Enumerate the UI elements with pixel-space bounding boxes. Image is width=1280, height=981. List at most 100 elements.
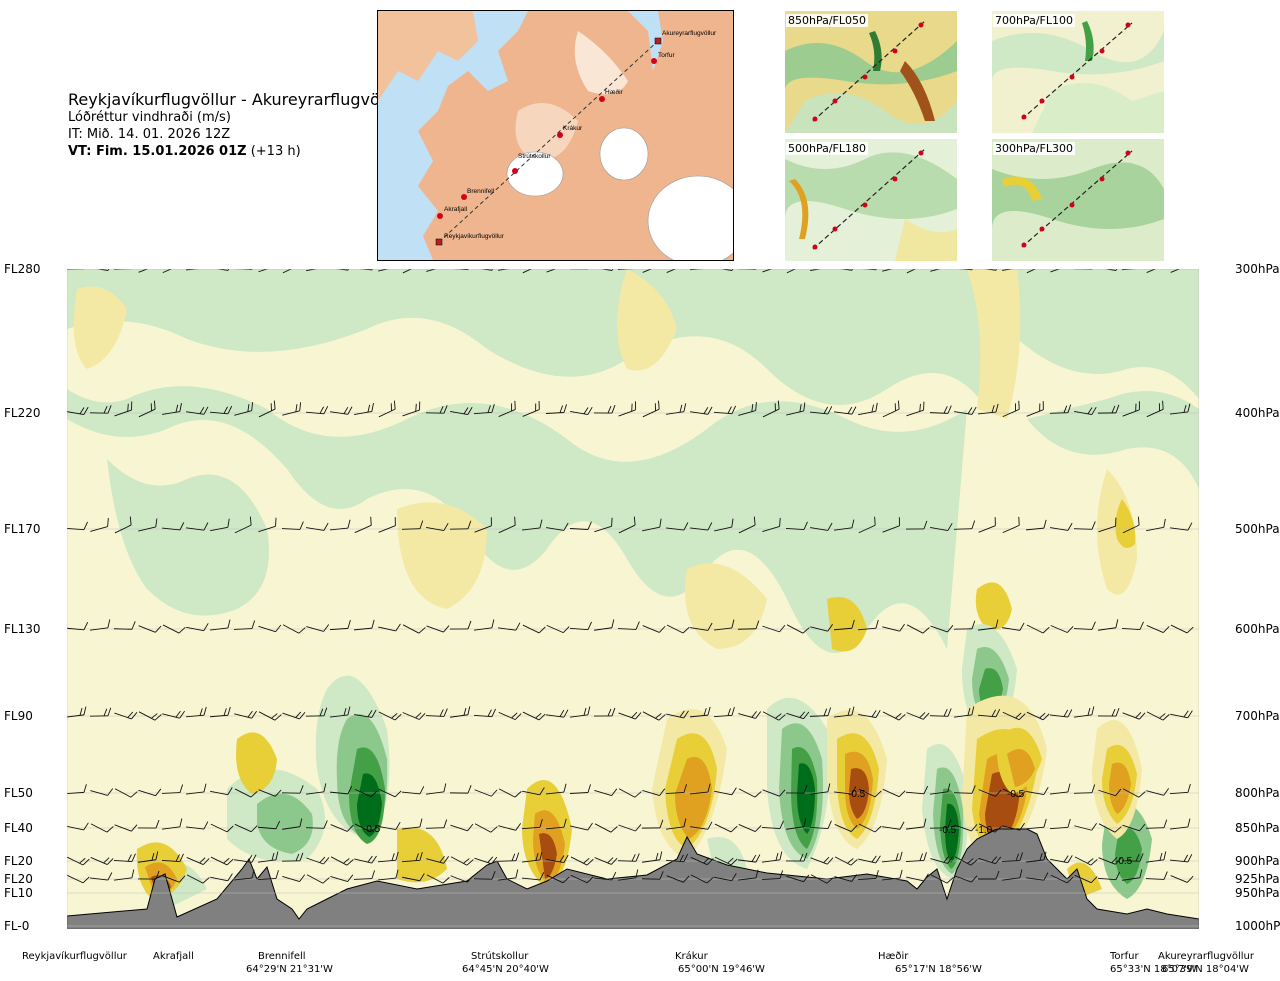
wind-barb bbox=[1097, 404, 1120, 414]
wind-barb bbox=[810, 874, 834, 884]
wind-barb bbox=[282, 874, 306, 882]
wind-barb bbox=[570, 822, 593, 831]
wind-barb bbox=[137, 819, 160, 829]
wind-barb bbox=[665, 853, 689, 863]
wind-barb bbox=[786, 624, 810, 634]
wind-barb bbox=[978, 789, 1002, 797]
wind-barb bbox=[473, 708, 496, 718]
wind-barb bbox=[1050, 783, 1071, 795]
wind-barb bbox=[882, 400, 900, 418]
wind-barb bbox=[354, 516, 372, 534]
contour-label: -0.5 bbox=[1115, 856, 1133, 867]
wind-barb bbox=[1025, 818, 1047, 830]
wind-barb bbox=[137, 870, 160, 880]
wind-barb bbox=[1121, 621, 1144, 631]
wind-barb bbox=[450, 856, 474, 866]
wind-barb bbox=[1049, 818, 1071, 830]
wind-barb bbox=[1002, 400, 1020, 418]
wind-barb bbox=[281, 521, 304, 530]
wind-barb bbox=[1026, 711, 1050, 721]
wind-barb bbox=[425, 405, 448, 414]
wind-barb bbox=[569, 621, 592, 631]
mini-map-300: 300hPa/FL300 bbox=[992, 139, 1164, 261]
wind-barb bbox=[330, 519, 351, 531]
location-label: Akureyrarflugvöllur bbox=[1158, 951, 1255, 962]
wind-barb bbox=[762, 851, 783, 863]
wind-barb bbox=[690, 783, 711, 795]
valid-time-offset: (+13 h) bbox=[246, 144, 301, 159]
wind-barb bbox=[761, 870, 784, 880]
flight-level-label: FL220 bbox=[4, 406, 41, 420]
wind-barb bbox=[738, 516, 756, 534]
pressure-level-label: 600hPa bbox=[1235, 622, 1280, 636]
wind-barb bbox=[738, 854, 761, 863]
wind-barb bbox=[402, 818, 423, 830]
wind-barb bbox=[810, 269, 828, 271]
wind-barb bbox=[714, 823, 738, 833]
location-coord: 65°00'N 19°46'W bbox=[678, 964, 765, 975]
wind-barb bbox=[618, 516, 636, 534]
wind-barb bbox=[785, 852, 808, 862]
wind-barb bbox=[714, 269, 737, 271]
wind-barb bbox=[497, 852, 520, 862]
wind-barb bbox=[546, 624, 570, 634]
wind-barb bbox=[857, 870, 879, 881]
wind-barb bbox=[186, 269, 204, 271]
wind-barb bbox=[354, 709, 377, 718]
wind-barb bbox=[1146, 518, 1166, 532]
wind-barb bbox=[498, 823, 522, 831]
wind-barb bbox=[929, 405, 952, 414]
wind-barb bbox=[522, 872, 545, 881]
wind-barb bbox=[666, 710, 689, 719]
valid-time: VT: Fim. 15.01.2026 01Z (+13 h) bbox=[68, 144, 301, 159]
wind-barb bbox=[1002, 269, 1020, 271]
wind-barb bbox=[114, 711, 138, 720]
wind-barb bbox=[1170, 522, 1193, 531]
wind-barb bbox=[762, 624, 786, 633]
wind-barb bbox=[737, 620, 760, 630]
wind-barb bbox=[1025, 519, 1047, 531]
wind-barb bbox=[378, 517, 396, 533]
wind-barb bbox=[978, 823, 1002, 833]
wind-barb bbox=[545, 818, 567, 830]
wind-barb bbox=[810, 623, 833, 632]
wind-barb bbox=[570, 856, 594, 866]
location-coord: 64°45'N 20°40'W bbox=[462, 964, 549, 975]
wind-barb bbox=[1146, 400, 1164, 418]
location-label: Krákur bbox=[675, 951, 708, 962]
wind-barbs bbox=[67, 269, 1194, 884]
wind-barb bbox=[1170, 403, 1191, 415]
wind-barb bbox=[426, 874, 450, 884]
wind-barb bbox=[570, 874, 594, 884]
wind-barb bbox=[641, 871, 664, 880]
wind-barb bbox=[1026, 851, 1047, 863]
contour-label: -0.5 bbox=[363, 824, 381, 835]
wind-barb bbox=[834, 824, 858, 832]
wind-barb bbox=[89, 707, 112, 717]
wind-barb bbox=[90, 823, 114, 833]
wind-barb bbox=[762, 269, 780, 273]
wind-barb bbox=[738, 869, 759, 881]
wind-barb bbox=[617, 621, 640, 630]
mini-map-700: 700hPa/FL100 bbox=[992, 11, 1164, 133]
wind-barb bbox=[1026, 269, 1044, 274]
wind-barb bbox=[282, 818, 303, 830]
wind-barb bbox=[786, 402, 806, 416]
wind-barb bbox=[593, 707, 616, 717]
wind-barb bbox=[233, 620, 256, 630]
wind-barb bbox=[138, 518, 158, 532]
wind-barb bbox=[666, 403, 687, 415]
flight-level-label: FL90 bbox=[4, 709, 33, 723]
wind-barb bbox=[666, 624, 690, 634]
wind-barb bbox=[858, 823, 882, 833]
wind-barb bbox=[1146, 851, 1167, 863]
mini-map-850-label: 850hPa/FL050 bbox=[786, 14, 869, 27]
wind-barb bbox=[546, 854, 569, 863]
wind-barb bbox=[545, 404, 567, 414]
wind-barb bbox=[1050, 874, 1074, 884]
wind-barb bbox=[138, 269, 156, 273]
wind-barb bbox=[690, 522, 713, 531]
wind-barb bbox=[522, 401, 540, 417]
wind-barb bbox=[930, 874, 954, 884]
chart-subtitle: Lóðréttur vindhraði (m/s) bbox=[68, 110, 231, 125]
